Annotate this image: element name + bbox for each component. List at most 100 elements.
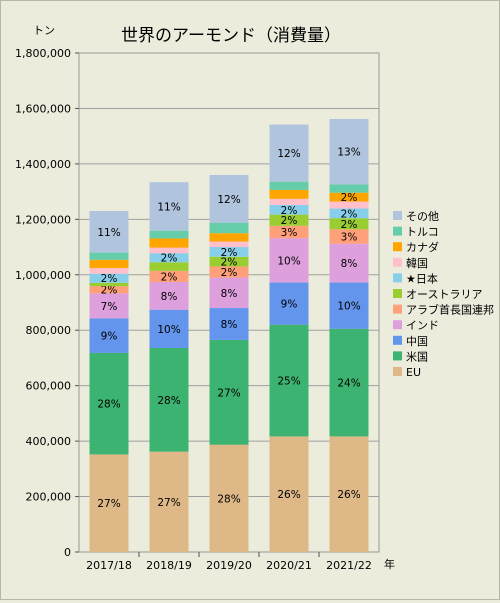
data-label: 10% bbox=[157, 324, 180, 336]
legend-label: カナダ bbox=[406, 240, 439, 254]
bar-segment bbox=[269, 181, 309, 190]
data-label: 10% bbox=[277, 255, 300, 267]
bar-segment bbox=[329, 118, 369, 185]
data-label: 11% bbox=[97, 227, 120, 239]
bar-segment bbox=[89, 268, 129, 274]
legend-swatch bbox=[393, 242, 402, 252]
data-label: 2% bbox=[281, 215, 298, 227]
bar-segment bbox=[149, 182, 189, 231]
x-tick-label: 2018/19 bbox=[146, 559, 192, 572]
bar-segment bbox=[149, 270, 189, 282]
plot-area: 0 200,000 400,000 600,000 800,000 1,000,000 1,… bbox=[15, 47, 380, 572]
bar-segment bbox=[209, 256, 249, 267]
legend-swatch bbox=[393, 335, 402, 345]
bar-segment bbox=[269, 189, 309, 199]
data-label: 12% bbox=[217, 194, 240, 206]
legend-label: ★日本 bbox=[406, 271, 438, 285]
data-label: 3% bbox=[341, 232, 358, 244]
chart-title: 世界のアーモンド（消費量） bbox=[121, 26, 341, 46]
bar-segment bbox=[209, 241, 249, 248]
bar-segment bbox=[329, 436, 369, 552]
data-label: 2% bbox=[101, 285, 118, 297]
x-tick-label: 2021/22 bbox=[326, 559, 372, 572]
data-label: 27% bbox=[157, 497, 180, 509]
y-tick-label: 600,000 bbox=[26, 380, 72, 393]
bar-segment bbox=[89, 286, 129, 294]
bar-segment bbox=[149, 230, 189, 239]
bar-segment bbox=[329, 282, 369, 329]
bar-segment bbox=[209, 444, 249, 552]
bar-segment bbox=[209, 339, 249, 445]
legend-swatch bbox=[393, 211, 402, 220]
x-tick-label: 2017/18 bbox=[86, 559, 132, 572]
y-tick-label: 1,200,000 bbox=[15, 213, 71, 226]
data-label: 7% bbox=[101, 301, 118, 313]
data-label: 2% bbox=[221, 257, 238, 269]
bar-segment bbox=[149, 347, 189, 452]
bar-segment bbox=[89, 282, 129, 287]
y-tick-label: 400,000 bbox=[26, 435, 72, 448]
data-label: 9% bbox=[101, 331, 118, 343]
bar-segment bbox=[209, 233, 249, 242]
y-tick-label: 200,000 bbox=[26, 491, 72, 504]
bar-segment bbox=[149, 451, 189, 552]
data-label: 2% bbox=[161, 253, 178, 265]
bar-segment bbox=[269, 238, 309, 283]
legend-swatch bbox=[393, 304, 402, 314]
bar-segment bbox=[149, 238, 189, 248]
bar-segment bbox=[89, 454, 129, 552]
data-label: 10% bbox=[337, 301, 360, 313]
y-axis-label: トン bbox=[33, 24, 55, 37]
y-tick-label: 1,600,000 bbox=[15, 102, 71, 115]
data-label: 28% bbox=[217, 493, 240, 505]
bar-segment bbox=[329, 243, 369, 283]
legend-label: その他 bbox=[406, 210, 439, 223]
bar-segment bbox=[269, 214, 309, 226]
bar-segment bbox=[149, 262, 189, 271]
bar-segment bbox=[89, 211, 129, 253]
legend-label: 韓国 bbox=[406, 257, 428, 270]
data-label: 11% bbox=[157, 201, 180, 213]
bar-segment bbox=[329, 328, 369, 437]
y-tick-label: 0 bbox=[64, 546, 71, 559]
bar-segment bbox=[149, 253, 189, 263]
data-label: 2% bbox=[221, 267, 238, 279]
y-tick-label: 1,000,000 bbox=[15, 269, 71, 282]
bar-segment bbox=[329, 184, 369, 193]
data-label: 26% bbox=[337, 489, 360, 501]
bar-segment bbox=[209, 247, 249, 257]
data-label: 2% bbox=[221, 247, 238, 259]
data-label: 3% bbox=[281, 227, 298, 239]
x-tick-label: 2019/20 bbox=[206, 559, 252, 572]
bar-segment bbox=[89, 352, 129, 455]
data-label: 8% bbox=[221, 288, 238, 300]
x-axis-label: 年 bbox=[384, 557, 395, 571]
data-label: 8% bbox=[161, 291, 178, 303]
bar-segment bbox=[269, 124, 309, 182]
legend-label: トルコ bbox=[406, 226, 439, 239]
bar-segment bbox=[269, 225, 309, 239]
data-label: 8% bbox=[341, 258, 358, 270]
data-label: 8% bbox=[221, 319, 238, 331]
bar-segment bbox=[149, 247, 189, 254]
legend-label: アラブ首長国連邦 bbox=[406, 303, 494, 317]
data-label: 27% bbox=[217, 387, 240, 399]
bar-segment bbox=[209, 174, 249, 223]
data-label: 9% bbox=[281, 299, 298, 311]
data-label: 28% bbox=[157, 395, 180, 407]
bar-segment bbox=[89, 252, 129, 260]
x-tick-label: 2020/21 bbox=[266, 559, 312, 572]
bar-segment bbox=[329, 229, 369, 244]
legend-swatch bbox=[393, 367, 402, 376]
bar-segment bbox=[269, 198, 309, 205]
bar-segment bbox=[89, 259, 129, 269]
data-label: 2% bbox=[161, 271, 178, 283]
data-label: 26% bbox=[277, 489, 300, 501]
legend-swatch bbox=[393, 226, 402, 236]
legend-swatch bbox=[393, 351, 402, 361]
bar-segment bbox=[329, 201, 369, 209]
bar-segment bbox=[329, 208, 369, 219]
legend-label: 米国 bbox=[406, 350, 428, 363]
data-label: 27% bbox=[97, 498, 120, 510]
